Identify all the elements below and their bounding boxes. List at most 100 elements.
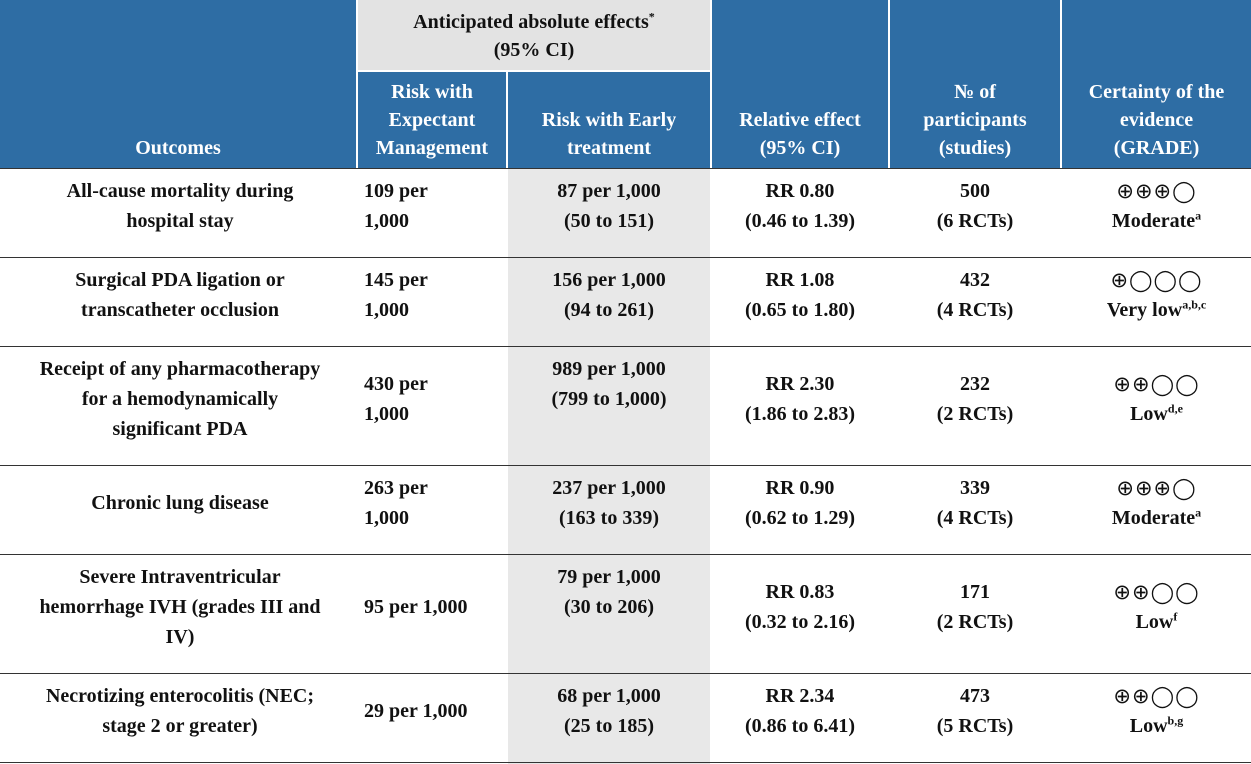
risk-early-line: (94 to 261) <box>564 299 654 321</box>
header-outcomes-label: Outcomes <box>135 137 221 159</box>
header-risk-early-line1: Risk with Early <box>541 109 677 131</box>
risk-expectant-line: 430 per <box>364 373 428 395</box>
risk-expectant-cell: 29 per 1,000 <box>364 696 506 726</box>
risk-expectant-line: 1,000 <box>364 299 409 321</box>
certainty-cell: ⊕⊕◯◯ Lowb,g <box>1062 681 1251 741</box>
risk-early-line: (163 to 339) <box>559 507 659 529</box>
relative-effect-cell: RR 0.90 (0.62 to 1.29) <box>712 473 888 533</box>
outcome-line: Necrotizing enterocolitis (NEC; <box>45 685 315 707</box>
relative-effect-line: (0.32 to 2.16) <box>745 611 855 633</box>
early-treatment-column-shade <box>508 169 710 764</box>
certainty-cell: ⊕⊕◯◯ Lowf <box>1062 577 1251 637</box>
outcome-line: stage 2 or greater) <box>102 715 258 737</box>
outcome-line: Receipt of any pharmacotherapy <box>39 358 321 380</box>
outcome-line: Severe Intraventricular <box>79 566 281 588</box>
risk-early-line: 156 per 1,000 <box>552 269 666 291</box>
certainty-label: Low <box>1130 403 1168 425</box>
relative-effect-cell: RR 2.34 (0.86 to 6.41) <box>712 681 888 741</box>
outcome-line: All-cause mortality during <box>66 180 294 202</box>
relative-effect-cell: RR 0.83 (0.32 to 2.16) <box>712 577 888 637</box>
header-certainty-line2: evidence <box>1119 109 1194 131</box>
row-divider <box>0 762 1251 763</box>
header-participants-line2: participants <box>923 109 1027 131</box>
risk-early-cell: 68 per 1,000 (25 to 185) <box>508 681 710 741</box>
header-anticipated-label: Anticipated absolute effects <box>413 11 649 33</box>
header-participants-line3: (studies) <box>938 137 1012 159</box>
risk-early-cell: 156 per 1,000 (94 to 261) <box>508 265 710 325</box>
header-risk-expectant: Risk with Expectant Management <box>358 72 506 168</box>
relative-effect-line: (0.65 to 1.80) <box>745 299 855 321</box>
risk-early-line: 989 per 1,000 <box>552 358 666 380</box>
header-risk-expectant-line2: Expectant <box>388 109 476 131</box>
participants-line: (2 RCTs) <box>936 611 1014 633</box>
relative-effect-line: (0.46 to 1.39) <box>745 210 855 232</box>
risk-expectant-line: 1,000 <box>364 507 409 529</box>
relative-effect-line: RR 2.34 <box>765 685 835 707</box>
grade-symbols-icon: ⊕⊕⊕◯ <box>1116 179 1197 203</box>
relative-effect-line: (0.62 to 1.29) <box>745 507 855 529</box>
row-divider <box>0 465 1251 466</box>
risk-early-line: 237 per 1,000 <box>552 477 666 499</box>
relative-effect-line: (1.86 to 2.83) <box>745 403 855 425</box>
risk-expectant-line: 95 per 1,000 <box>364 596 468 618</box>
outcome-line: Chronic lung disease <box>91 492 269 514</box>
certainty-cell: ⊕⊕◯◯ Lowd,e <box>1062 369 1251 429</box>
outcome-cell: Severe Intraventricular hemorrhage IVH (… <box>0 562 360 652</box>
risk-expectant-line: 1,000 <box>364 403 409 425</box>
row-divider <box>0 257 1251 258</box>
participants-line: (4 RCTs) <box>936 299 1014 321</box>
header-anticipated-ci: (95% CI) <box>493 39 575 61</box>
risk-expectant-cell: 263 per 1,000 <box>364 473 506 533</box>
outcome-line: significant PDA <box>112 418 248 440</box>
relative-effect-line: (0.86 to 6.41) <box>745 715 855 737</box>
risk-early-line: (25 to 185) <box>564 715 654 737</box>
certainty-label: Low <box>1129 715 1168 737</box>
participants-line: 171 <box>960 581 990 603</box>
outcome-cell: Surgical PDA ligation or transcatheter o… <box>0 265 360 325</box>
risk-early-cell: 989 per 1,000 (799 to 1,000) <box>508 354 710 414</box>
row-divider <box>0 673 1251 674</box>
grade-symbols-icon: ⊕⊕◯◯ <box>1113 580 1200 604</box>
certainty-footnotes: a,b,c <box>1182 297 1207 312</box>
participants-line: 500 <box>960 180 990 202</box>
risk-expectant-cell: 430 per 1,000 <box>364 369 506 429</box>
participants-cell: 232 (2 RCTs) <box>890 369 1060 429</box>
outcome-line: transcatheter occlusion <box>81 299 279 321</box>
header-relative-line2: (95% CI) <box>759 137 841 159</box>
grade-symbols-icon: ⊕◯◯◯ <box>1110 268 1203 292</box>
certainty-cell: ⊕⊕⊕◯ Moderatea <box>1062 473 1251 533</box>
participants-line: (2 RCTs) <box>936 403 1014 425</box>
outcome-cell: All-cause mortality during hospital stay <box>0 176 360 236</box>
risk-early-line: 68 per 1,000 <box>557 685 661 707</box>
row-divider <box>0 168 1251 169</box>
risk-early-line: (50 to 151) <box>564 210 654 232</box>
certainty-footnotes: f <box>1173 609 1178 624</box>
participants-cell: 500 (6 RCTs) <box>890 176 1060 236</box>
row-divider <box>0 554 1251 555</box>
header-anticipated-effects: Anticipated absolute effects* (95% CI) <box>358 0 710 70</box>
relative-effect-cell: RR 2.30 (1.86 to 2.83) <box>712 369 888 429</box>
certainty-footnotes: a <box>1195 208 1202 223</box>
risk-early-line: (30 to 206) <box>564 596 654 618</box>
header-certainty-line3: (GRADE) <box>1113 137 1200 159</box>
certainty-label: Moderate <box>1111 507 1196 529</box>
relative-effect-line: RR 0.83 <box>765 581 835 603</box>
certainty-footnotes: b,g <box>1167 713 1184 728</box>
participants-cell: 432 (4 RCTs) <box>890 265 1060 325</box>
risk-early-line: 79 per 1,000 <box>557 566 661 588</box>
header-relative-effect: Relative effect (95% CI) <box>712 0 888 168</box>
row-divider <box>0 346 1251 347</box>
participants-line: (6 RCTs) <box>936 210 1014 232</box>
outcome-cell: Necrotizing enterocolitis (NEC; stage 2 … <box>0 681 360 741</box>
outcome-line: for a hemodynamically <box>81 388 279 410</box>
header-risk-expectant-line3: Management <box>375 137 489 159</box>
grade-symbols-icon: ⊕⊕◯◯ <box>1113 684 1200 708</box>
outcome-line: hemorrhage IVH (grades III and <box>39 596 321 618</box>
header-anticipated-mark: * <box>648 9 655 24</box>
risk-expectant-line: 29 per 1,000 <box>364 700 468 722</box>
risk-expectant-cell: 109 per 1,000 <box>364 176 506 236</box>
header-outcomes: Outcomes <box>0 0 356 168</box>
risk-expectant-cell: 95 per 1,000 <box>364 592 506 622</box>
grade-symbols-icon: ⊕⊕⊕◯ <box>1116 476 1197 500</box>
